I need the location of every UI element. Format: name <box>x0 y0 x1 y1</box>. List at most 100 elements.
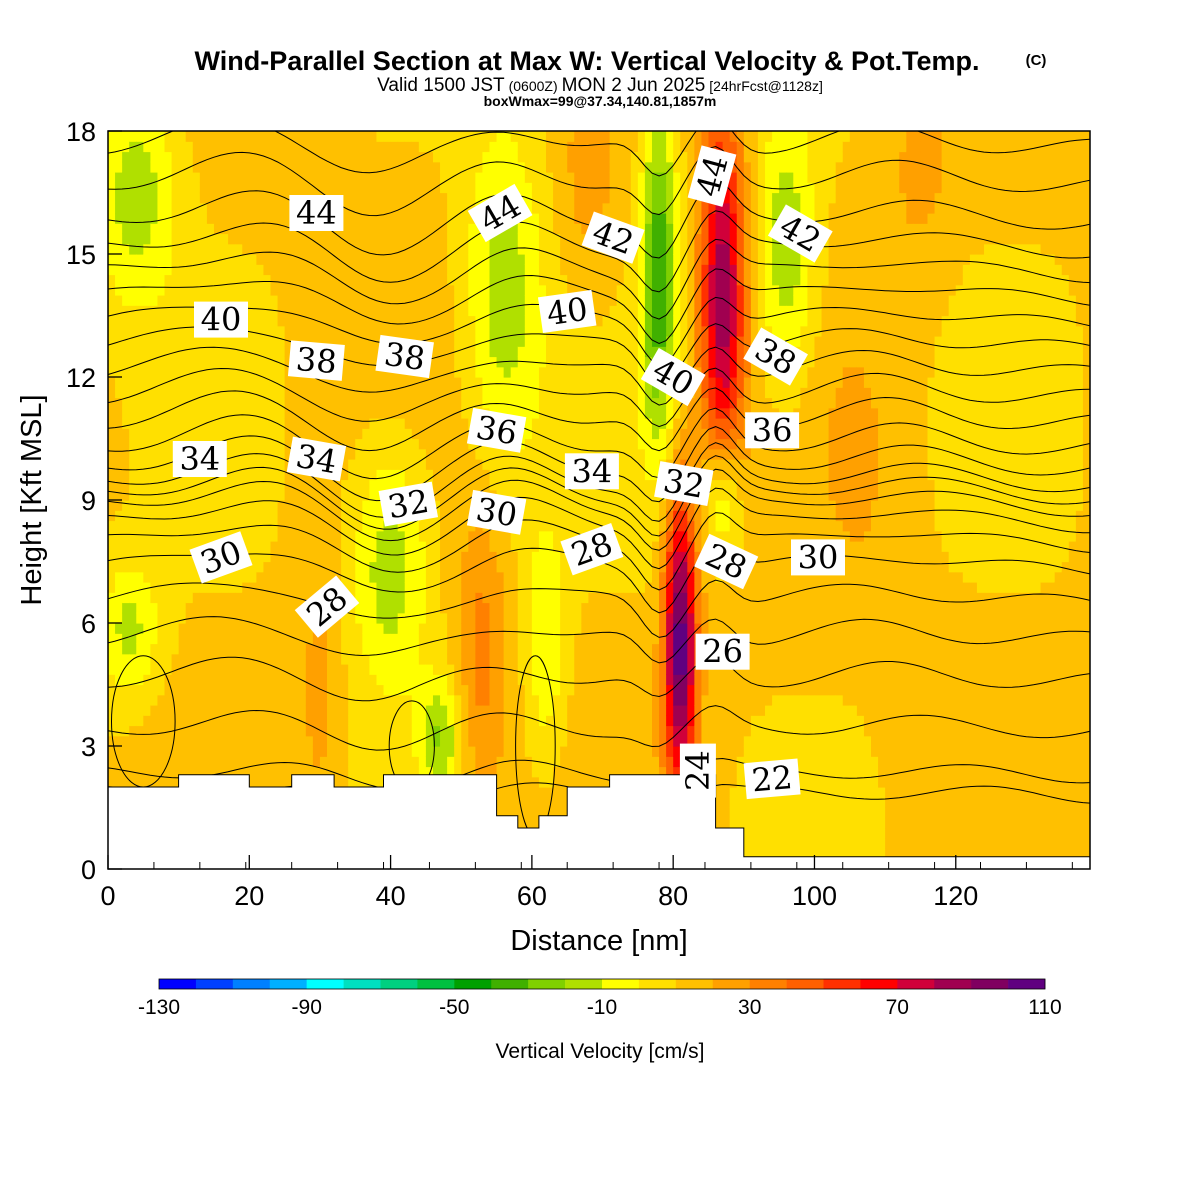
velocity-cell <box>157 653 166 665</box>
velocity-cell <box>277 223 286 235</box>
velocity-cell <box>115 725 123 737</box>
velocity-cell <box>164 192 173 204</box>
velocity-cell <box>199 192 208 204</box>
velocity-cell <box>206 202 215 214</box>
velocity-cell <box>362 530 370 542</box>
velocity-cell <box>531 377 540 388</box>
velocity-cell <box>383 243 392 255</box>
velocity-cell <box>235 694 243 706</box>
velocity-cell <box>249 571 257 583</box>
velocity-cell <box>256 571 265 583</box>
velocity-cell <box>171 213 180 224</box>
velocity-cell <box>263 213 272 224</box>
velocity-cell <box>221 243 229 255</box>
velocity-cell <box>157 510 166 522</box>
velocity-cell <box>454 571 462 583</box>
velocity-cell <box>192 541 201 552</box>
velocity-cell <box>206 213 215 224</box>
velocity-cell <box>213 715 222 727</box>
velocity-cell <box>171 336 180 347</box>
velocity-cell <box>263 674 272 686</box>
velocity-cell <box>546 469 554 481</box>
velocity-cell <box>270 131 279 142</box>
velocity-cell <box>129 694 137 706</box>
velocity-cell <box>185 418 194 429</box>
velocity-cell <box>171 520 180 532</box>
velocity-cell <box>574 407 582 419</box>
velocity-cell <box>390 295 399 306</box>
velocity-cell <box>517 315 526 327</box>
velocity-cell <box>355 705 363 716</box>
velocity-cell <box>348 131 356 142</box>
velocity-cell <box>108 541 116 552</box>
velocity-cell <box>468 346 476 358</box>
velocity-cell <box>136 182 144 194</box>
velocity-cell <box>270 551 279 563</box>
velocity-cell <box>454 510 462 522</box>
velocity-cell <box>192 674 201 686</box>
velocity-cell <box>122 592 130 604</box>
velocity-cell <box>496 346 505 358</box>
velocity-cell <box>411 571 420 583</box>
velocity-cell <box>263 551 272 563</box>
velocity-cell <box>129 202 137 214</box>
velocity-cell <box>319 325 328 337</box>
velocity-cell <box>348 520 356 532</box>
velocity-cell <box>517 715 526 727</box>
velocity-cell <box>150 633 159 645</box>
velocity-cell <box>221 131 229 142</box>
velocity-cell <box>221 735 229 747</box>
velocity-cell <box>560 418 568 429</box>
velocity-cell <box>546 161 554 173</box>
velocity-cell <box>171 776 180 788</box>
velocity-cell <box>376 582 385 593</box>
velocity-cell <box>235 459 243 470</box>
velocity-cell <box>376 561 385 573</box>
velocity-cell <box>249 151 257 163</box>
velocity-cell <box>122 387 130 399</box>
velocity-cell <box>157 254 166 265</box>
velocity-cell <box>468 592 476 604</box>
velocity-cell <box>284 172 293 183</box>
velocity-cell <box>150 520 159 532</box>
velocity-cell <box>129 489 137 501</box>
velocity-cell <box>129 715 137 727</box>
velocity-cell <box>454 141 462 153</box>
velocity-cell <box>489 305 498 317</box>
velocity-cell <box>206 243 215 255</box>
velocity-cell <box>235 151 243 163</box>
velocity-cell <box>228 725 236 737</box>
velocity-cell <box>440 746 448 757</box>
velocity-cell <box>319 756 328 768</box>
velocity-cell <box>171 500 180 511</box>
velocity-cell <box>503 407 512 419</box>
velocity-cell <box>242 725 250 737</box>
velocity-cell <box>312 571 321 583</box>
velocity-cell <box>235 633 243 645</box>
velocity-cell <box>404 623 413 634</box>
velocity-cell <box>319 653 328 665</box>
velocity-cell <box>588 274 597 286</box>
velocity-cell <box>334 756 342 768</box>
velocity-cell <box>256 325 265 337</box>
velocity-cell <box>284 705 293 716</box>
velocity-cell <box>503 561 512 573</box>
velocity-cell <box>468 315 476 327</box>
velocity-cell <box>242 243 250 255</box>
velocity-cell <box>397 541 406 552</box>
velocity-cell <box>263 141 272 153</box>
velocity-cell <box>150 705 159 716</box>
velocity-cell <box>411 172 420 183</box>
velocity-cell <box>390 479 399 491</box>
velocity-cell <box>122 223 130 235</box>
velocity-cell <box>418 541 427 552</box>
velocity-cell <box>432 694 441 706</box>
velocity-cell <box>432 315 441 327</box>
velocity-cell <box>418 602 427 614</box>
velocity-cell <box>418 725 427 737</box>
velocity-cell <box>305 582 314 593</box>
velocity-cell <box>235 336 243 347</box>
velocity-cell <box>546 407 554 419</box>
velocity-cell <box>178 264 187 276</box>
velocity-cell <box>531 366 540 378</box>
